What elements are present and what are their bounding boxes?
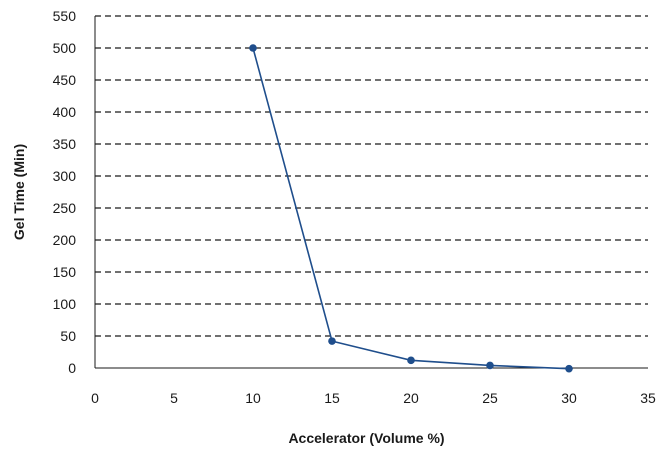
x-tick-labels: 0 5 10 15 20 25 30 35 xyxy=(91,390,656,406)
x-tick-label: 30 xyxy=(561,390,577,406)
y-tick-label: 50 xyxy=(60,328,76,344)
y-tick-label: 350 xyxy=(53,136,77,152)
x-tick-label: 35 xyxy=(640,390,656,406)
data-point xyxy=(486,362,494,370)
data-point xyxy=(328,337,336,345)
data-point xyxy=(565,365,573,373)
x-tick-label: 20 xyxy=(403,390,419,406)
y-tick-labels: 0 50 100 150 200 250 300 350 400 450 500 550 xyxy=(53,8,77,376)
x-tick-label: 25 xyxy=(482,390,498,406)
x-tick-label: 15 xyxy=(324,390,340,406)
x-tick-label: 5 xyxy=(170,390,178,406)
y-axis-title: Gel Time (Min) xyxy=(11,144,27,240)
x-tick-label: 10 xyxy=(245,390,261,406)
y-tick-label: 0 xyxy=(68,360,76,376)
gridlines xyxy=(95,16,648,336)
y-tick-label: 200 xyxy=(53,232,77,248)
axes xyxy=(95,16,648,368)
y-tick-label: 250 xyxy=(53,200,77,216)
x-axis-title: Accelerator (Volume %) xyxy=(288,430,444,446)
y-tick-label: 300 xyxy=(53,168,77,184)
y-tick-label: 400 xyxy=(53,104,77,120)
y-tick-label: 150 xyxy=(53,264,77,280)
y-tick-label: 500 xyxy=(53,40,77,56)
y-tick-label: 100 xyxy=(53,296,77,312)
y-tick-label: 550 xyxy=(53,8,77,24)
x-tick-label: 0 xyxy=(91,390,99,406)
data-point xyxy=(407,357,415,365)
y-tick-label: 450 xyxy=(53,72,77,88)
data-point xyxy=(249,44,257,52)
